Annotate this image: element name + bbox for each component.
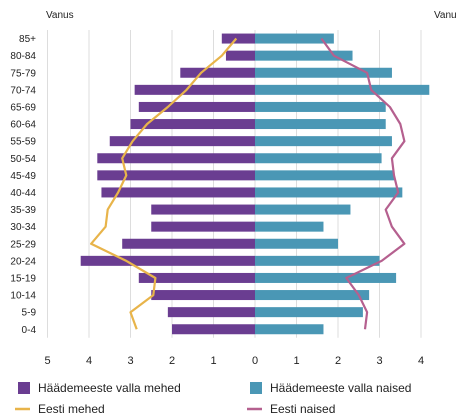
x-tick-label: 2 [169, 355, 175, 367]
bar-women-17 [255, 324, 323, 334]
bar-women-15 [255, 290, 369, 300]
series-line-3 [321, 39, 404, 330]
bar-women-9 [255, 187, 402, 197]
bar-men-1 [226, 51, 255, 61]
bar-women-12 [255, 239, 338, 249]
x-tick-label: 5 [44, 355, 50, 367]
bar-women-2 [255, 68, 392, 78]
bar-women-1 [255, 51, 353, 61]
bar-women-11 [255, 222, 323, 232]
category-label: 5-9 [22, 308, 37, 319]
bar-women-6 [255, 136, 392, 146]
x-tick-label: 0 [252, 355, 258, 367]
category-label: 75-79 [10, 68, 36, 79]
category-label: 60-64 [10, 120, 36, 131]
bar-women-5 [255, 119, 386, 129]
bar-women-14 [255, 273, 396, 283]
x-tick-label: 4 [418, 355, 424, 367]
bar-men-17 [172, 324, 255, 334]
bar-women-4 [255, 102, 386, 112]
category-label: 10-14 [10, 291, 36, 302]
category-label: 50-54 [10, 154, 36, 165]
category-label: 20-24 [10, 256, 36, 267]
bar-men-5 [131, 119, 256, 129]
category-label: 85+ [19, 34, 36, 45]
bar-women-3 [255, 85, 429, 95]
legend-swatch [250, 382, 262, 394]
category-label: 0-4 [22, 325, 37, 336]
bar-men-2 [180, 68, 255, 78]
bar-women-8 [255, 170, 394, 180]
bar-men-9 [101, 187, 255, 197]
bar-men-8 [97, 170, 255, 180]
category-label: 35-39 [10, 205, 36, 216]
category-label: 55-59 [10, 137, 36, 148]
series-lines [91, 39, 404, 330]
bar-men-11 [151, 222, 255, 232]
category-label: 45-49 [10, 171, 36, 182]
bar-men-0 [222, 34, 255, 44]
bar-men-10 [151, 205, 255, 215]
legend-label: Häädemeeste valla mehed [38, 381, 181, 395]
bar-women-16 [255, 307, 363, 317]
legend-label: Eesti mehed [38, 402, 105, 416]
x-tick-label: 1 [293, 355, 299, 367]
x-tick-label: 3 [376, 355, 382, 367]
legend-label: Häädemeeste valla naised [270, 381, 411, 395]
x-tick-label: 2 [335, 355, 341, 367]
right-axis-title: Vanu [434, 10, 457, 21]
bar-women-10 [255, 205, 350, 215]
bar-men-7 [97, 153, 255, 163]
bar-men-16 [168, 307, 255, 317]
legend: Häädemeeste valla mehed Häädemeeste valla… [15, 381, 411, 416]
category-label: 80-84 [10, 51, 36, 62]
bar-men-15 [151, 290, 255, 300]
x-tick-label: 3 [127, 355, 133, 367]
x-tick-labels: 5 4 3 2 1 0 1 2 3 4 [44, 355, 424, 367]
left-axis-title: Vanus [46, 10, 74, 21]
x-tick-label: 1 [210, 355, 216, 367]
x-tick-label: 4 [86, 355, 92, 367]
category-label: 65-69 [10, 102, 36, 113]
bar-men-12 [122, 239, 255, 249]
legend-swatch [18, 382, 30, 394]
series-line-2 [91, 39, 236, 330]
category-labels: 85+ 80-84 75-79 70-74 65-69 60-64 55-59 50-54 45… [10, 34, 36, 336]
bar-men-3 [135, 85, 255, 95]
bar-women-13 [255, 256, 380, 266]
bar-men-4 [139, 102, 255, 112]
bar-women-7 [255, 153, 382, 163]
category-label: 70-74 [10, 85, 36, 96]
category-label: 30-34 [10, 222, 36, 233]
bar-men-13 [81, 256, 255, 266]
category-label: 15-19 [10, 273, 36, 284]
category-label: 25-29 [10, 239, 36, 250]
category-label: 40-44 [10, 188, 36, 199]
legend-label: Eesti naised [270, 402, 335, 416]
